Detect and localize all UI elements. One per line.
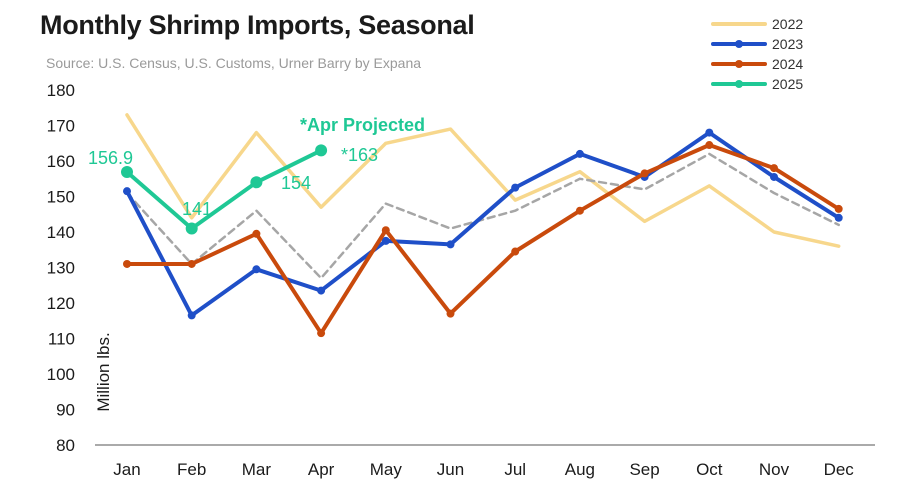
data-point [252,229,261,238]
chart-source: Source: U.S. Census, U.S. Customs, Urner… [46,55,422,71]
y-tick-label: 160 [47,152,75,171]
data-point [705,141,714,150]
x-tick-label: Nov [759,460,790,479]
x-tick-label: May [370,460,403,479]
y-tick-label: 90 [56,401,75,420]
data-point [250,176,263,189]
x-tick-label: Dec [824,460,855,479]
data-annotation: *163 [341,145,378,165]
y-axis-label: Million lbs. [94,332,113,411]
data-point [315,144,328,157]
axes: 80 90 100 110 120 130 140 150 160 170 180 Jan Feb Mar… [47,81,875,479]
y-tick-label: 100 [47,365,75,384]
y-tick-label: 120 [47,294,75,313]
y-tick-label: 170 [47,117,75,136]
annotations: *Apr Projected 156.9 141 154 *163 [88,115,425,219]
x-tick-label: Apr [308,460,335,479]
x-tick-label: Jun [437,460,464,479]
y-tick-label: 150 [47,188,75,207]
x-tick-label: Oct [696,460,723,479]
legend-label: 2023 [772,36,803,52]
data-annotation: 141 [182,199,212,219]
x-tick-label: Sep [629,460,659,479]
y-tick-label: 130 [47,259,75,278]
data-annotation: 156.9 [88,148,133,168]
legend-marker [735,60,743,68]
data-point [187,259,196,268]
legend: 2022 2023 2024 2025 [711,16,803,92]
legend-label: 2025 [772,76,803,92]
data-point [123,259,131,268]
data-point [640,169,649,178]
x-tick-label: Jul [504,460,526,479]
data-point [770,172,778,181]
data-point [446,240,455,249]
x-tick-label: Feb [177,460,206,479]
y-tick-label: 110 [48,330,75,349]
data-point [834,204,843,213]
data-point [317,329,326,338]
data-annotation: *Apr Projected [300,115,425,135]
chart-title: Monthly Shrimp Imports, Seasonal [40,10,475,40]
data-point [381,236,390,245]
series-line [125,152,840,280]
legend-marker [735,80,743,88]
data-annotation: 154 [281,173,311,193]
legend-marker [735,40,743,48]
series-layer [121,113,843,338]
data-point [185,222,198,235]
x-tick-label: Aug [565,460,595,479]
legend-label: 2024 [772,56,803,72]
x-tick-label: Jan [113,460,140,479]
data-point [705,128,714,137]
series-line [125,113,841,248]
series-line [125,130,841,318]
series-line [125,143,841,336]
data-point [252,265,261,274]
data-point [187,311,196,320]
legend-label: 2022 [772,16,803,32]
data-point [446,309,455,318]
data-point [575,149,584,158]
data-point [511,183,520,192]
data-point [770,164,778,173]
y-tick-label: 80 [56,436,75,455]
data-point [123,187,131,196]
data-point [317,286,326,295]
data-point [575,206,584,215]
y-tick-label: 180 [47,81,75,100]
x-tick-label: Mar [242,460,272,479]
data-point [121,166,133,179]
data-point [511,247,520,256]
y-tick-label: 140 [47,223,75,242]
series-line [125,148,324,231]
data-point [834,213,843,222]
data-point [381,226,390,235]
